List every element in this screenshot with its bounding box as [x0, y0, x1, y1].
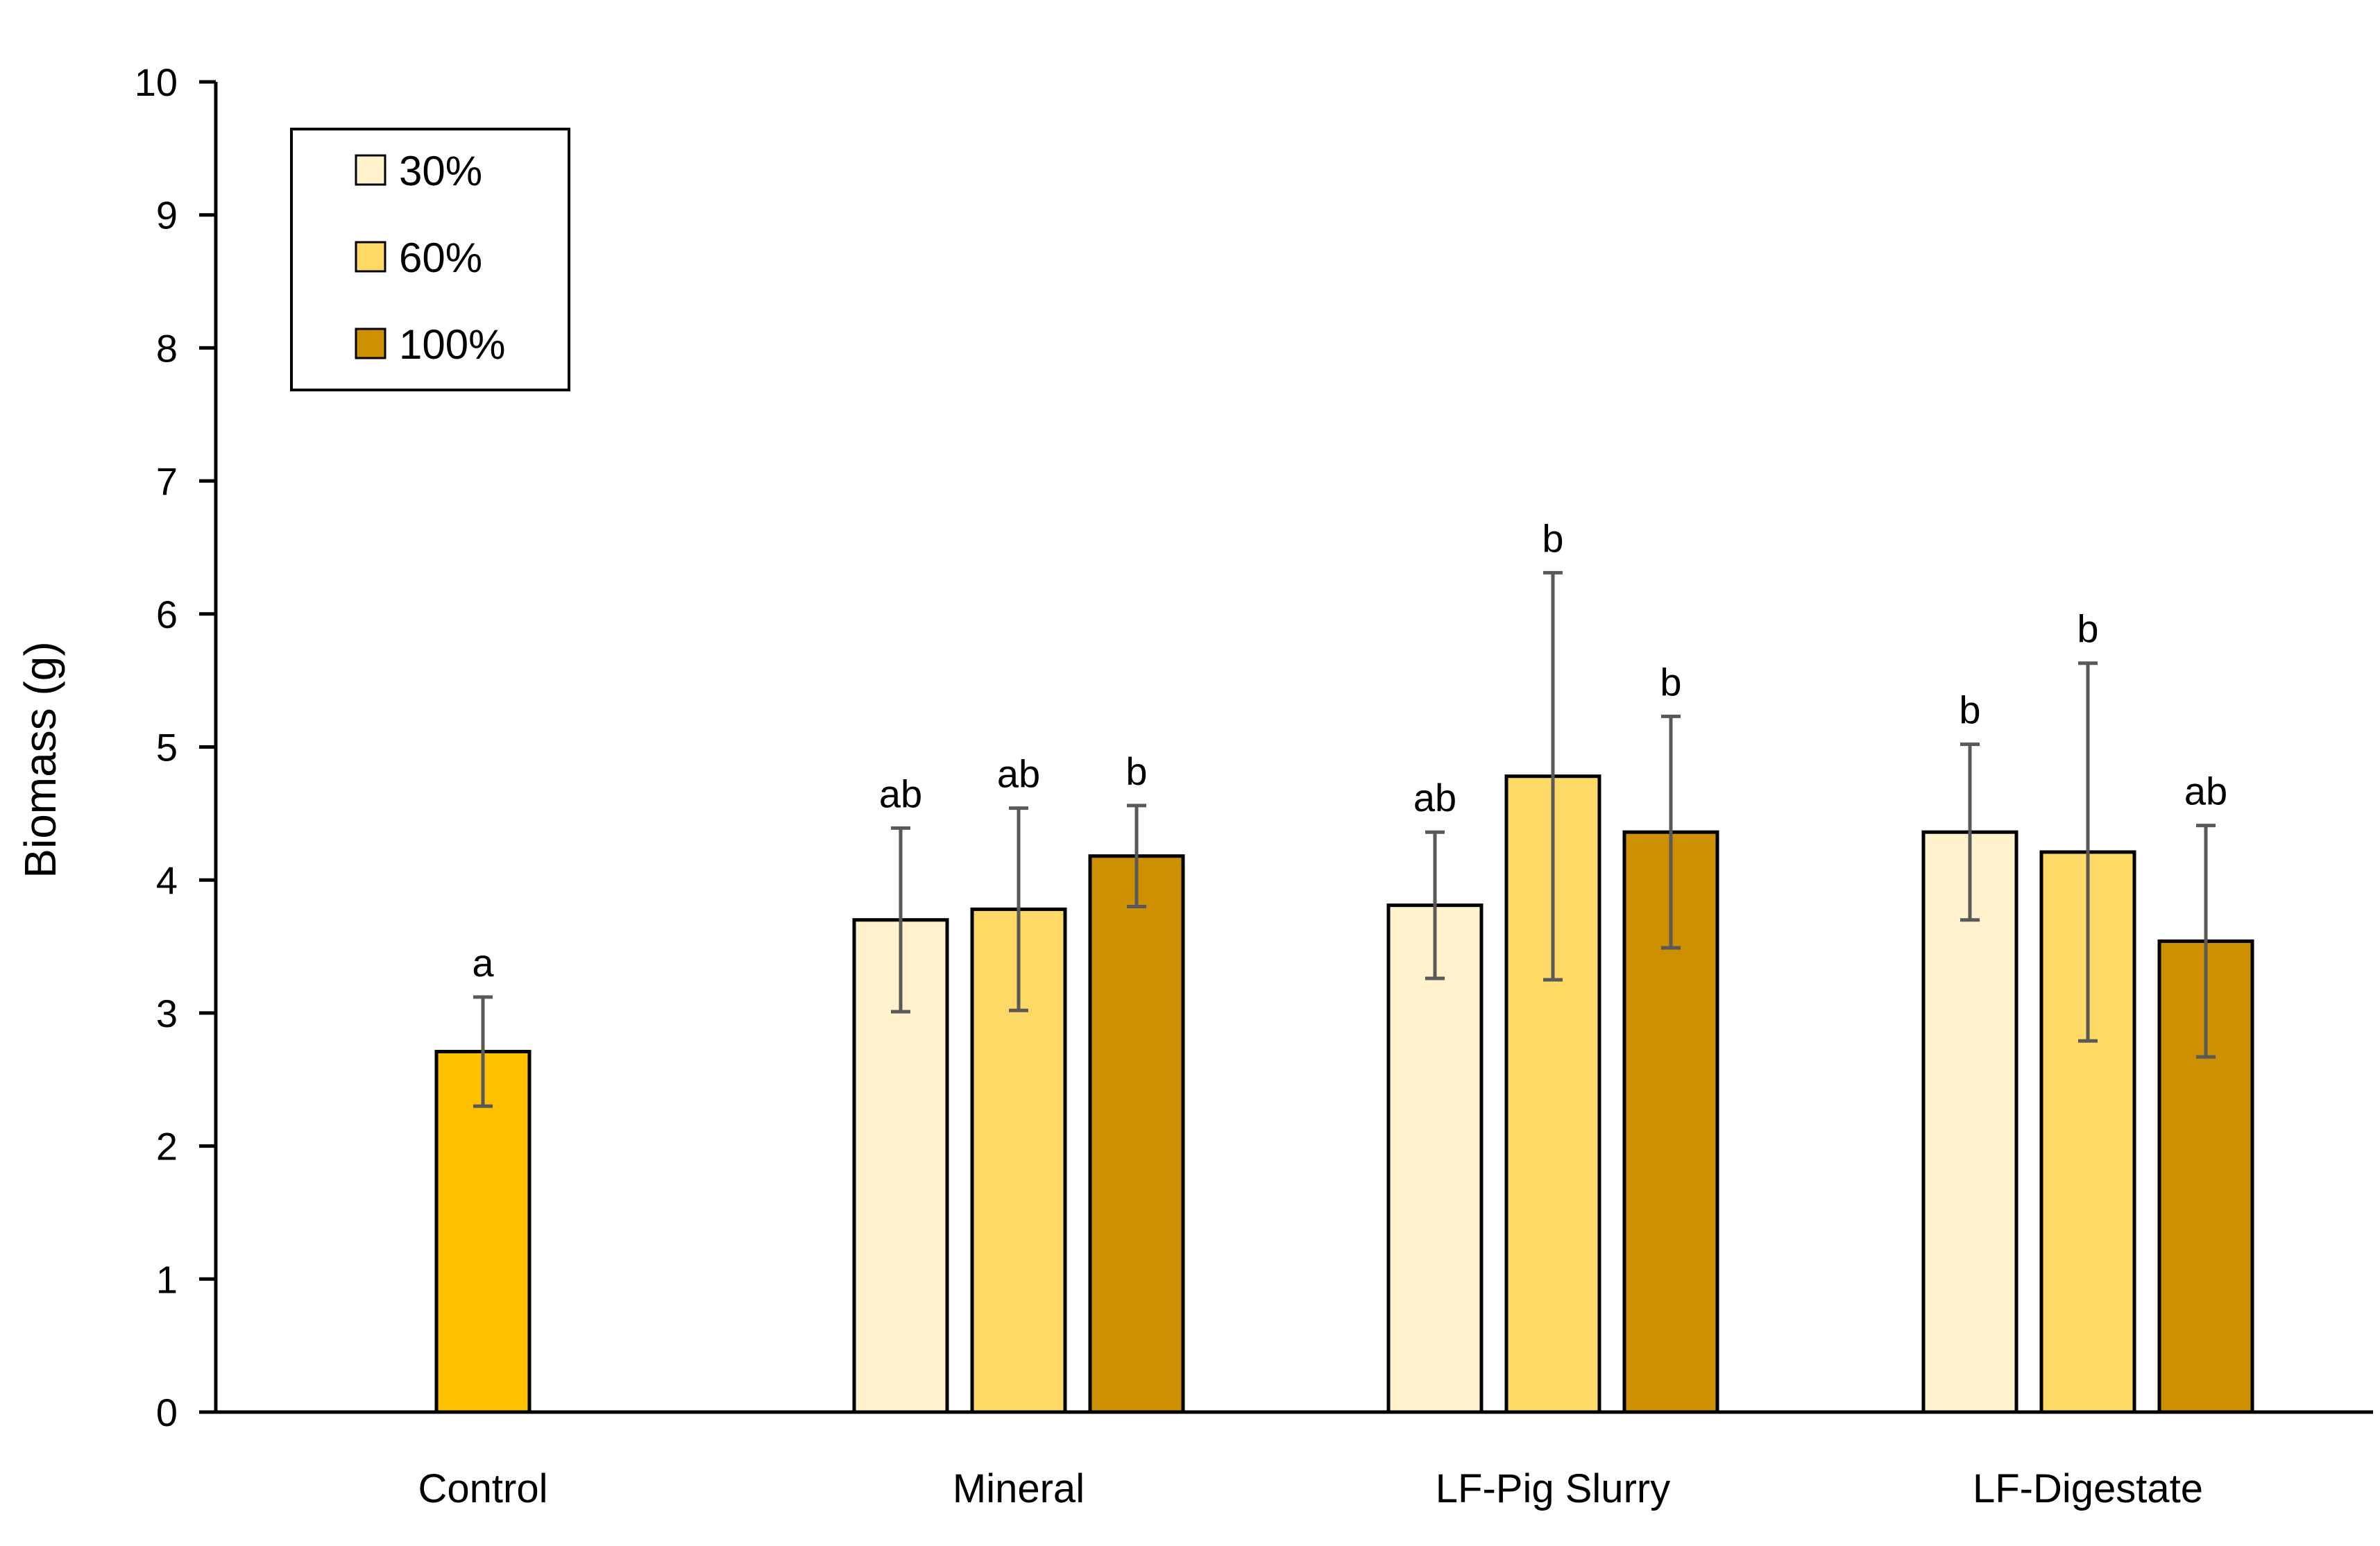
legend-label-60: 60%	[399, 235, 482, 281]
legend-label-30: 30%	[399, 148, 482, 194]
legend-label-100: 100%	[399, 321, 505, 368]
y-tick-label: 5	[156, 726, 178, 770]
significance-letter: b	[1542, 516, 1563, 560]
labels: 0 1 2 3 4 5 6 7 8 9 10 Control Mineral LF-Pig Slurry L…	[135, 60, 2227, 1511]
y-tick-label: 7	[156, 459, 178, 503]
significance-letter: ab	[879, 772, 922, 815]
y-tick-label: 6	[156, 593, 178, 636]
significance-letter: ab	[2184, 770, 2227, 813]
significance-letter: b	[1660, 660, 1681, 704]
significance-letter: b	[1125, 749, 1147, 793]
error-bars	[473, 570, 2216, 1108]
y-tick-label: 0	[156, 1391, 178, 1434]
legend-swatch-60	[355, 241, 386, 273]
bar-control	[434, 1049, 532, 1414]
y-tick-label: 8	[156, 326, 178, 370]
bar-30pct-lf-digestate	[1921, 830, 2018, 1414]
significance-letter: b	[2077, 607, 2098, 651]
y-tick-label: 2	[156, 1125, 178, 1169]
y-tick-label: 10	[135, 60, 178, 104]
significance-letter: ab	[997, 752, 1040, 796]
y-tick-label: 9	[156, 194, 178, 237]
legend-swatch-30	[355, 154, 386, 186]
x-category-label: Mineral	[953, 1466, 1085, 1511]
bar-100pct-mineral	[1088, 854, 1185, 1414]
y-tick-label: 1	[156, 1257, 178, 1301]
y-tick-label: 3	[156, 992, 178, 1035]
bars	[434, 774, 2254, 1414]
legend-swatch-100	[355, 328, 386, 359]
x-category-label: Control	[418, 1466, 548, 1511]
y-axis-title: Biomass (g)	[15, 641, 65, 878]
legend-box	[290, 128, 570, 391]
bar-30pct-mineral	[852, 918, 949, 1414]
bar-60pct-lf-digestate	[2039, 850, 2136, 1414]
legend: 30% 60% 100%	[290, 128, 570, 391]
x-category-label: LF-Digestate	[1973, 1466, 2203, 1511]
x-category-label: LF-Pig Slurry	[1436, 1466, 1670, 1511]
y-tick-label: 4	[156, 858, 178, 902]
bar-30pct-lf-pig-slurry	[1386, 903, 1484, 1414]
significance-letter: a	[472, 941, 494, 985]
significance-letter: b	[1959, 688, 1980, 732]
significance-letter: ab	[1413, 776, 1456, 819]
